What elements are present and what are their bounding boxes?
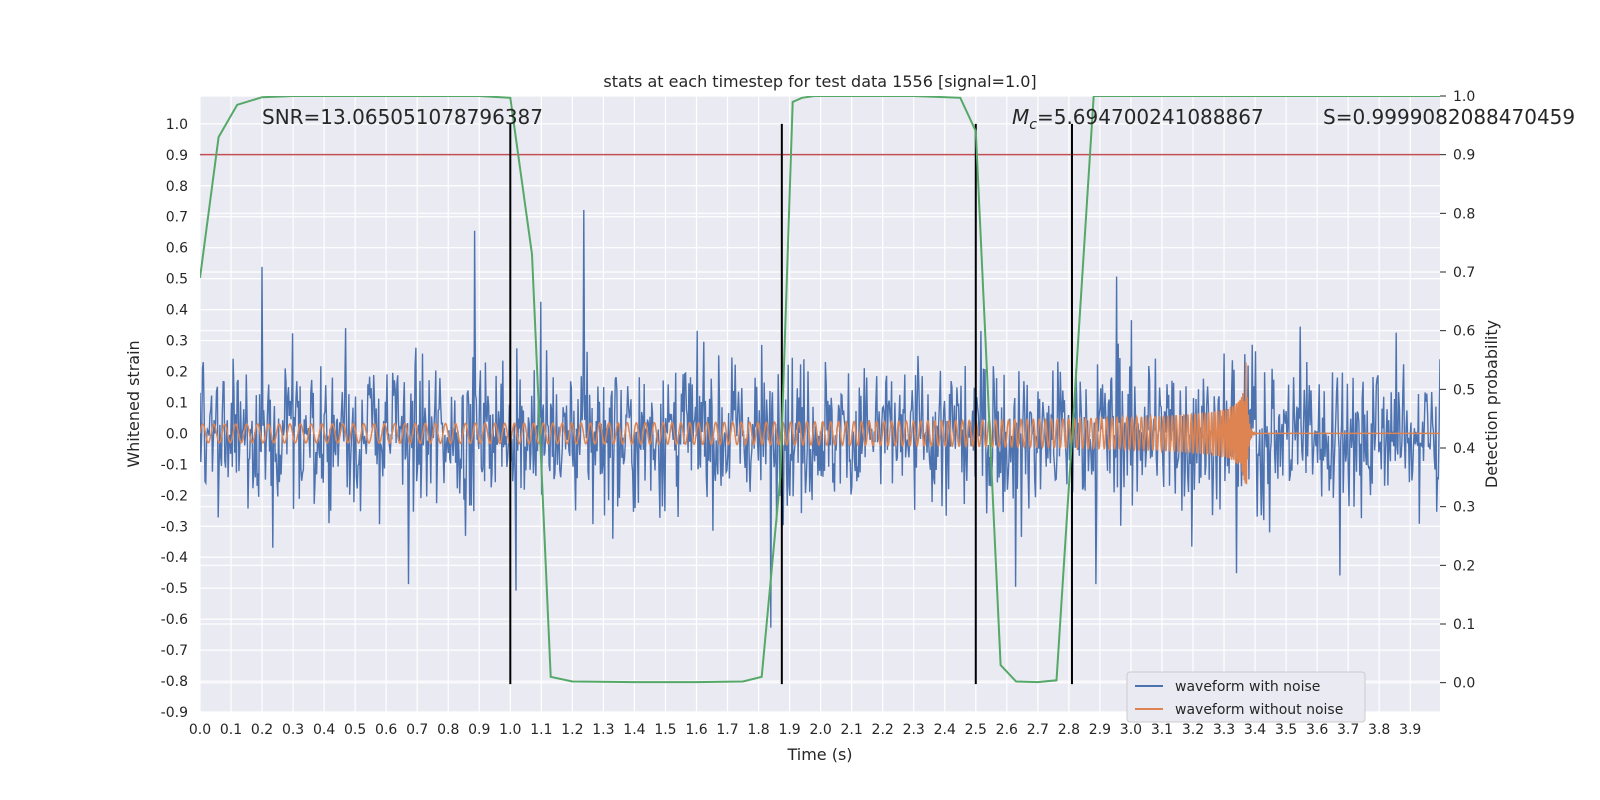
x-tick-label: 3.4 [1244, 722, 1266, 738]
x-tick-label: 0.5 [344, 722, 366, 738]
x-tick-label: 1.0 [499, 722, 521, 738]
y2-tick-label: 0.7 [1453, 265, 1475, 281]
y2-tick-label: 0.6 [1453, 324, 1475, 340]
y-axis-label: Whitened strain [124, 340, 143, 467]
x-tick-label: 0.2 [251, 722, 273, 738]
x-tick-label: 1.5 [654, 722, 676, 738]
x-tick-label: 1.3 [592, 722, 614, 738]
x-tick-label: 3.9 [1399, 722, 1421, 738]
y-tick-label: -0.9 [161, 705, 188, 721]
chirp-mass-symbol: M [1012, 105, 1029, 129]
y-tick-label: 0.3 [166, 334, 188, 350]
legend-label-noise: waveform with noise [1175, 679, 1320, 695]
y-tick-label: 0.1 [166, 395, 188, 411]
x-tick-label: 0.4 [313, 722, 335, 738]
x-tick-label: 3.7 [1337, 722, 1359, 738]
x-tick-label: 1.6 [685, 722, 707, 738]
x-tick-label: 3.2 [1182, 722, 1204, 738]
clean-line [200, 362, 1440, 485]
y-tick-label: -0.8 [161, 674, 188, 690]
x-tick-label: 1.9 [778, 722, 800, 738]
x-tick-label: 0.7 [406, 722, 428, 738]
x-tick-label: 0.1 [220, 722, 242, 738]
x-tick-label: 2.2 [872, 722, 894, 738]
x-axis-label: Time (s) [786, 745, 852, 764]
x-tick-label: 3.0 [1120, 722, 1142, 738]
x-tick-label: 2.9 [1089, 722, 1111, 738]
x-tick-label: 1.8 [747, 722, 769, 738]
x-tick-label: 3.1 [1151, 722, 1173, 738]
y-tick-label: 0.5 [166, 272, 188, 288]
s-annotation: S=0.9999082088470459 [1323, 105, 1575, 129]
y-tick-label: 1.0 [166, 117, 188, 133]
x-tick-label: 3.6 [1306, 722, 1328, 738]
snr-annotation: SNR=13.065051078796387 [262, 105, 543, 129]
y-tick-label: 0.6 [166, 241, 188, 257]
x-tick-label: 2.3 [903, 722, 925, 738]
x-tick-label: 1.7 [716, 722, 738, 738]
y-tick-label: 0.0 [166, 426, 188, 442]
y-tick-label: 0.8 [166, 179, 188, 195]
y2-tick-label: 1.0 [1453, 89, 1475, 105]
x-tick-label: 2.8 [1058, 722, 1080, 738]
series-detection-probability [200, 96, 1440, 684]
legend-label-clean: waveform without noise [1175, 702, 1343, 718]
x-tick-label: 0.6 [375, 722, 397, 738]
y2-tick-label: 0.2 [1453, 558, 1475, 574]
chirp-mass-value: =5.694700241088867 [1037, 105, 1264, 129]
x-tick-label: 0.9 [468, 722, 490, 738]
y-tick-label: 0.4 [166, 303, 188, 319]
x-tick-label: 2.1 [841, 722, 863, 738]
x-tick-label: 2.6 [996, 722, 1018, 738]
series-waveform-without-noise [200, 362, 1440, 485]
y2-tick-label: 0.1 [1453, 617, 1475, 633]
y-tick-label: -0.2 [161, 488, 188, 504]
x-tick-label: 3.3 [1213, 722, 1235, 738]
y2-tick-label: 0.0 [1453, 676, 1475, 692]
x-ticks: 0.0 0.1 0.2 0.3 0.4 0.5 0.6 0.7 0.8 0.9 1.0 1.1 1.2 1… [189, 722, 1421, 738]
legend-box [1126, 671, 1366, 723]
y2-axis-label: Detection probability [1482, 320, 1501, 488]
y-ticks: 1.0 0.9 0.8 0.7 0.6 0.5 0.4 0.3 0.2 0.1 0.0 -0.1 -0.… [161, 117, 188, 721]
x-tick-label: 2.5 [965, 722, 987, 738]
x-tick-label: 2.4 [934, 722, 956, 738]
y-tick-label: -0.7 [161, 643, 188, 659]
x-tick-label: 1.1 [530, 722, 552, 738]
y-tick-label: 0.7 [166, 210, 188, 226]
y-tick-label: 0.2 [166, 364, 188, 380]
y-tick-label: -0.5 [161, 581, 188, 597]
x-tick-label: 2.7 [1027, 722, 1049, 738]
x-tick-label: 0.8 [437, 722, 459, 738]
x-tick-label: 2.0 [809, 722, 831, 738]
x-tick-label: 1.4 [623, 722, 645, 738]
x-tick-label: 1.2 [561, 722, 583, 738]
x-tick-label: 0.0 [189, 722, 211, 738]
y2-tick-label: 0.3 [1453, 500, 1475, 516]
chart-title: stats at each timestep for test data 155… [603, 72, 1036, 91]
x-tick-label: 0.3 [282, 722, 304, 738]
x-tick-label: 3.8 [1368, 722, 1390, 738]
y2-tick-label: 0.9 [1453, 148, 1475, 164]
y-tick-label: -0.4 [161, 550, 188, 566]
y2-tick-label: 0.4 [1453, 441, 1475, 457]
y2-tick-label: 0.5 [1453, 382, 1475, 398]
chirp-mass-subscript: c [1029, 117, 1037, 133]
y-tick-label: -0.3 [161, 519, 188, 535]
chirp-mass-annotation: Mc=5.694700241088867 [1012, 105, 1264, 133]
y2-tick-label: 0.8 [1453, 206, 1475, 222]
y-tick-label: -0.1 [161, 457, 188, 473]
y2-ticks: 1.0 0.9 0.8 0.7 0.6 0.5 0.4 0.3 0.2 0.1 0.0 [1440, 89, 1475, 692]
y-tick-label: -0.6 [161, 612, 188, 628]
probability-line [200, 96, 1440, 684]
y-tick-label: 0.9 [166, 148, 188, 164]
legend: waveform with noise waveform without noi… [1126, 671, 1366, 723]
x-tick-label: 3.5 [1275, 722, 1297, 738]
